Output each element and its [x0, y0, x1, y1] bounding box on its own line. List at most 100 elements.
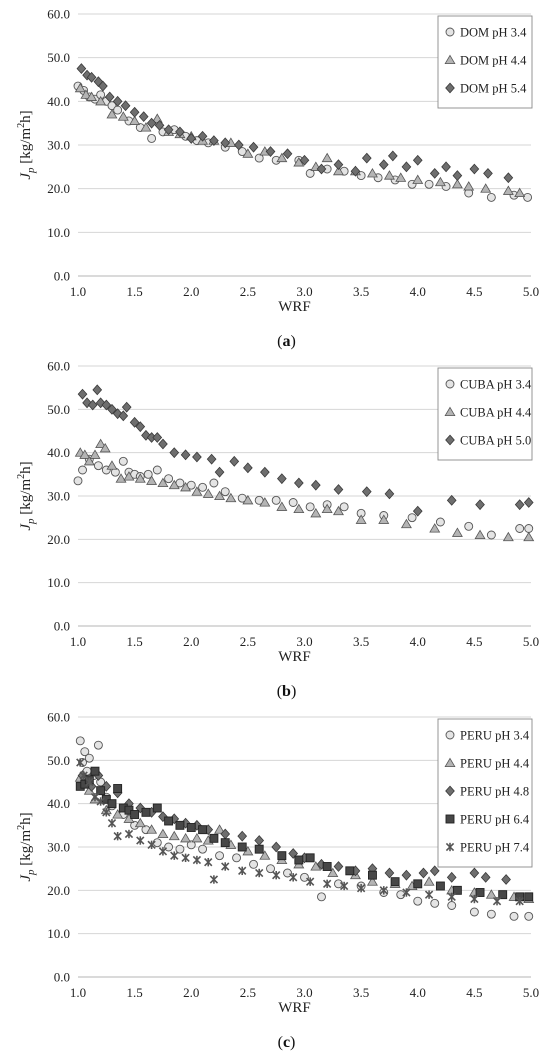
- data-point: [215, 851, 225, 861]
- data-point: [112, 408, 123, 420]
- x-tick-label: 2.5: [240, 634, 256, 649]
- y-tick-label: 0.0: [54, 970, 70, 985]
- x-tick-label: 2.5: [240, 284, 256, 299]
- data-point: [115, 473, 127, 483]
- data-point: [451, 527, 463, 537]
- data-point: [136, 836, 145, 845]
- legend-marker: [445, 27, 455, 37]
- x-tick-label: 4.5: [466, 634, 482, 649]
- x-tick-label: 3.0: [296, 985, 312, 1000]
- chart-panel-1: 0.0 10.0 20.0 30.0 40.0 50.0 60.0 1.0 1.5 2.0 2.5 3…: [16, 7, 539, 351]
- legend-marker: [445, 379, 455, 389]
- data-point: [255, 868, 264, 878]
- data-point: [524, 524, 534, 533]
- x-tick-label: 1.0: [70, 985, 86, 1000]
- data-point: [99, 442, 111, 453]
- data-point: [469, 907, 479, 917]
- data-point: [492, 896, 502, 906]
- data-point: [249, 859, 258, 869]
- data-point: [305, 877, 315, 886]
- x-tick-label: 2.0: [183, 284, 199, 299]
- data-point: [322, 879, 332, 889]
- data-point: [202, 488, 214, 498]
- data-point: [333, 159, 344, 171]
- data-point: [129, 115, 141, 125]
- data-point: [305, 502, 315, 512]
- data-point: [361, 486, 372, 498]
- panel-caption: (b): [277, 683, 297, 700]
- data-point: [288, 498, 298, 507]
- y-tick-label: 10.0: [47, 225, 70, 240]
- data-point: [321, 503, 333, 513]
- data-point: [164, 816, 174, 826]
- data-point: [435, 881, 445, 891]
- data-point: [233, 139, 244, 151]
- data-point: [283, 868, 292, 878]
- series-peru-ph-4-4: [74, 772, 535, 903]
- data-point: [229, 455, 240, 467]
- data-point: [378, 514, 390, 524]
- data-point: [209, 135, 219, 147]
- y-tick-label: 50.0: [47, 50, 70, 65]
- data-point: [242, 494, 254, 505]
- data-point: [93, 740, 103, 750]
- data-point: [418, 867, 429, 879]
- data-point: [378, 159, 389, 171]
- data-point: [186, 840, 196, 850]
- data-point: [106, 109, 118, 119]
- y-tick-label: 60.0: [47, 710, 70, 725]
- data-point: [390, 877, 400, 887]
- data-point: [486, 909, 496, 919]
- data-point: [475, 499, 485, 511]
- data-point: [120, 100, 131, 112]
- data-point: [180, 449, 191, 461]
- data-point: [163, 124, 174, 136]
- y-tick-label: 20.0: [47, 883, 70, 898]
- data-point: [413, 879, 423, 889]
- data-point: [76, 63, 87, 74]
- data-point: [339, 502, 349, 512]
- data-point: [305, 853, 315, 863]
- y-tick-label: 40.0: [47, 796, 70, 811]
- data-point: [322, 862, 332, 871]
- data-point: [118, 456, 128, 466]
- x-tick-label: 5.0: [523, 634, 539, 649]
- data-point: [152, 465, 162, 475]
- data-point: [170, 851, 179, 860]
- data-point: [515, 524, 525, 533]
- data-point: [75, 736, 85, 746]
- data-point: [282, 148, 293, 160]
- data-point: [524, 892, 534, 902]
- data-point: [294, 477, 304, 489]
- data-point: [503, 172, 514, 184]
- data-point: [407, 513, 417, 523]
- data-point: [412, 174, 424, 184]
- data-point: [387, 150, 398, 162]
- y-tick-label: 60.0: [47, 7, 70, 22]
- data-point: [276, 501, 288, 511]
- data-point: [502, 531, 514, 542]
- legend-marker: [444, 54, 456, 64]
- x-tick-label: 1.5: [127, 284, 143, 299]
- data-point: [413, 896, 423, 906]
- data-point: [384, 867, 395, 879]
- data-point: [96, 786, 106, 796]
- legend: DOM pH 3.4 DOM pH 4.4 DOM pH 5.4: [437, 15, 533, 109]
- data-point: [146, 117, 157, 129]
- legend-label: PERU pH 7.4: [460, 841, 530, 855]
- legend-label: PERU pH 4.8: [460, 785, 529, 799]
- data-point: [214, 824, 226, 834]
- data-point: [95, 95, 107, 106]
- data-point: [254, 153, 264, 163]
- data-point: [429, 167, 440, 179]
- data-point: [225, 492, 237, 503]
- x-tick-label: 1.0: [70, 634, 86, 649]
- data-point: [464, 521, 474, 531]
- series-cuba-ph-5-0: [77, 384, 534, 517]
- data-point: [480, 183, 492, 193]
- legend-marker: [445, 814, 455, 824]
- data-point: [175, 820, 185, 830]
- data-point: [470, 894, 479, 904]
- data-point: [424, 890, 434, 899]
